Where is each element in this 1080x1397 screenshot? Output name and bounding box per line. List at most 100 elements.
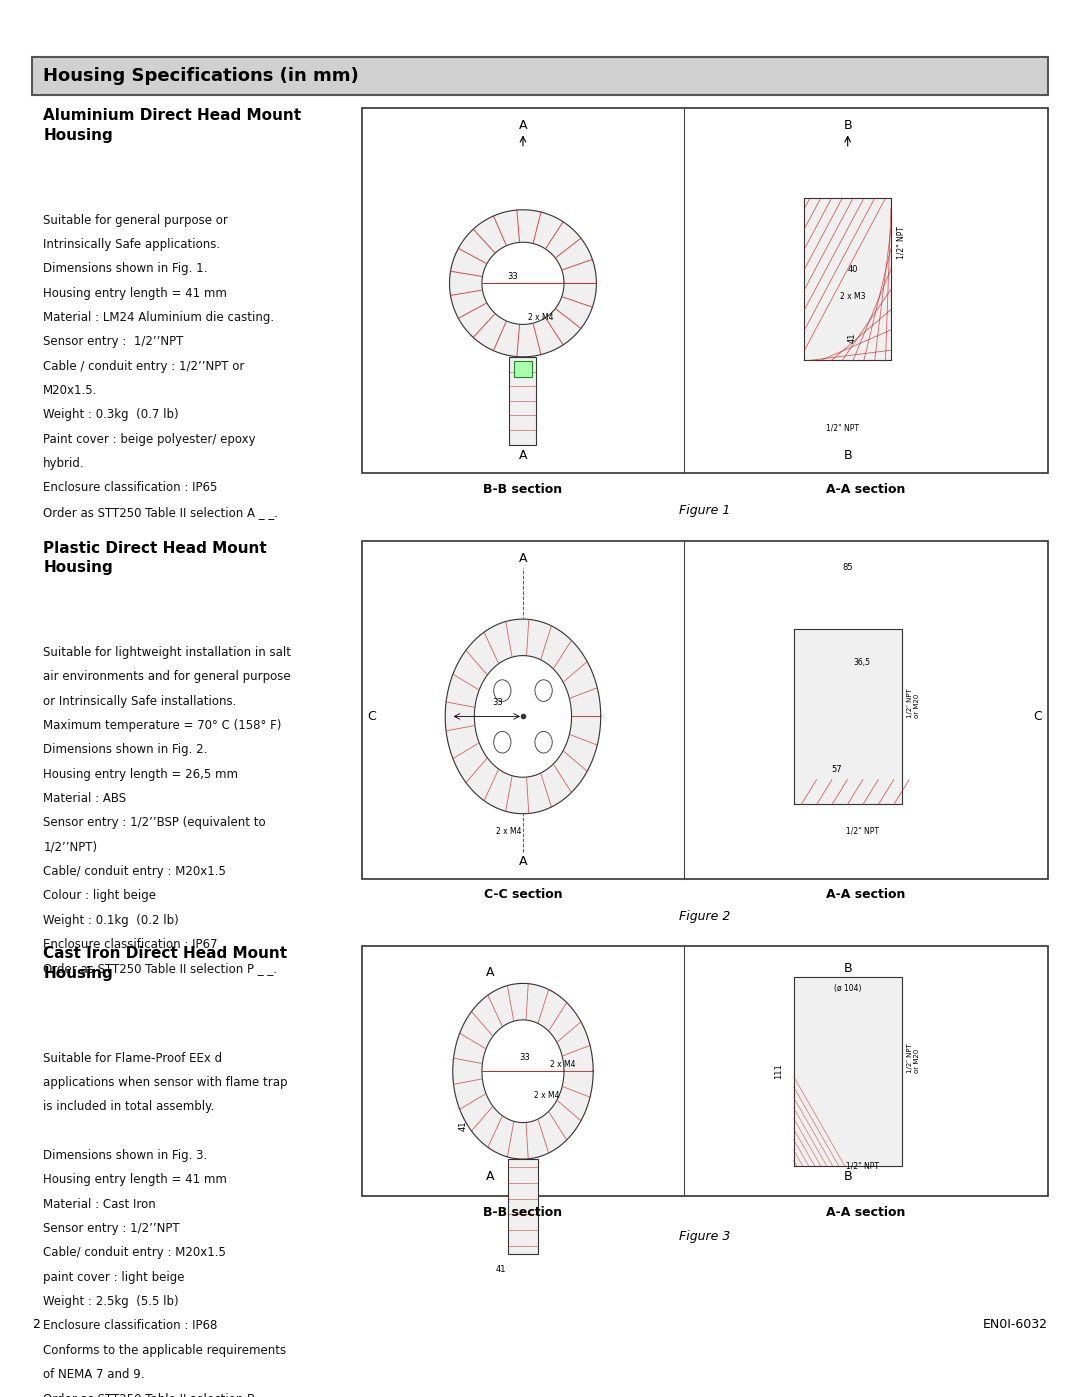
Text: 2: 2: [32, 1319, 40, 1331]
Text: 111: 111: [774, 1063, 783, 1078]
Text: Plastic Direct Head Mount
Housing: Plastic Direct Head Mount Housing: [43, 541, 267, 576]
Text: Figure 2: Figure 2: [679, 909, 730, 922]
Text: A: A: [486, 1169, 495, 1183]
Text: 36,5: 36,5: [853, 658, 870, 666]
Text: 2 x M4: 2 x M4: [550, 1060, 576, 1069]
FancyBboxPatch shape: [362, 946, 1048, 1196]
Text: Order as STT250 Table II selection A _ _.: Order as STT250 Table II selection A _ _…: [43, 506, 279, 518]
Text: Conforms to the applicable requirements: Conforms to the applicable requirements: [43, 1344, 286, 1356]
Text: Material : ABS: Material : ABS: [43, 792, 126, 805]
Polygon shape: [449, 210, 596, 356]
Polygon shape: [482, 1020, 564, 1123]
Text: M20x1.5.: M20x1.5.: [43, 384, 97, 397]
Text: Figure 3: Figure 3: [679, 1231, 730, 1243]
Text: 33: 33: [492, 698, 503, 707]
Text: is included in total assembly.: is included in total assembly.: [43, 1101, 215, 1113]
Text: 2 x M4: 2 x M4: [534, 1091, 559, 1099]
Text: B: B: [843, 1169, 852, 1183]
Polygon shape: [805, 198, 891, 360]
Text: C: C: [1034, 710, 1042, 722]
Text: 1/2″ NPT
or M20: 1/2″ NPT or M20: [907, 1042, 920, 1073]
Text: EN0I-6032: EN0I-6032: [983, 1319, 1048, 1331]
Text: A: A: [486, 967, 495, 979]
Text: B: B: [843, 963, 852, 975]
Text: applications when sensor with flame trap: applications when sensor with flame trap: [43, 1076, 287, 1090]
Text: Paint cover : beige polyester/ epoxy: Paint cover : beige polyester/ epoxy: [43, 433, 256, 446]
Text: paint cover : light beige: paint cover : light beige: [43, 1271, 185, 1284]
Text: 33: 33: [519, 1053, 530, 1062]
Polygon shape: [482, 242, 564, 324]
Text: Sensor entry : 1/2’’BSP (equivalent to: Sensor entry : 1/2’’BSP (equivalent to: [43, 816, 266, 830]
Text: 41: 41: [848, 332, 856, 342]
Polygon shape: [474, 655, 571, 777]
Text: or Intrinsically Safe installations.: or Intrinsically Safe installations.: [43, 694, 237, 708]
Text: Figure 1: Figure 1: [679, 504, 730, 517]
Text: Cable/ conduit entry : M20x1.5: Cable/ conduit entry : M20x1.5: [43, 1246, 226, 1259]
Text: Cable/ conduit entry : M20x1.5: Cable/ conduit entry : M20x1.5: [43, 865, 226, 879]
FancyBboxPatch shape: [362, 541, 1048, 879]
Text: Colour : light beige: Colour : light beige: [43, 890, 157, 902]
Text: 1/2" NPT: 1/2" NPT: [846, 1161, 878, 1171]
Text: Suitable for general purpose or: Suitable for general purpose or: [43, 214, 228, 226]
Text: Weight : 2.5kg  (5.5 lb): Weight : 2.5kg (5.5 lb): [43, 1295, 179, 1308]
Text: of NEMA 7 and 9.: of NEMA 7 and 9.: [43, 1368, 145, 1382]
Text: Order as STT250 Table II selection P _ _.: Order as STT250 Table II selection P _ _…: [43, 963, 278, 975]
Text: 2 x M4: 2 x M4: [496, 827, 522, 837]
Text: C: C: [367, 710, 376, 722]
Text: 2 x M3: 2 x M3: [840, 292, 866, 302]
Text: A: A: [518, 450, 527, 462]
Text: A: A: [518, 119, 527, 131]
Text: Enclosure classification : IP65: Enclosure classification : IP65: [43, 481, 217, 495]
Bar: [514, 360, 531, 377]
Text: 40: 40: [848, 265, 859, 274]
Text: 2 x M4: 2 x M4: [528, 313, 554, 321]
Text: A-A section: A-A section: [826, 1206, 905, 1218]
Text: Suitable for lightweight installation in salt: Suitable for lightweight installation in…: [43, 647, 292, 659]
Text: B: B: [843, 119, 852, 131]
Text: 1/2’’NPT): 1/2’’NPT): [43, 841, 97, 854]
Text: Aluminium Direct Head Mount
Housing: Aluminium Direct Head Mount Housing: [43, 108, 301, 142]
Text: Maximum temperature = 70° C (158° F): Maximum temperature = 70° C (158° F): [43, 719, 282, 732]
Text: B: B: [843, 450, 852, 462]
Text: A-A section: A-A section: [826, 482, 905, 496]
Text: Intrinsically Safe applications.: Intrinsically Safe applications.: [43, 237, 220, 251]
Text: Dimensions shown in Fig. 1.: Dimensions shown in Fig. 1.: [43, 263, 207, 275]
Text: Sensor entry : 1/2’’NPT: Sensor entry : 1/2’’NPT: [43, 1222, 180, 1235]
Text: Material : LM24 Aluminium die casting.: Material : LM24 Aluminium die casting.: [43, 312, 274, 324]
Text: Weight : 0.3kg  (0.7 lb): Weight : 0.3kg (0.7 lb): [43, 408, 179, 422]
FancyBboxPatch shape: [32, 57, 1048, 95]
Text: hybrid.: hybrid.: [43, 457, 85, 469]
Text: 1/2" NPT: 1/2" NPT: [846, 827, 878, 835]
Text: Dimensions shown in Fig. 3.: Dimensions shown in Fig. 3.: [43, 1148, 207, 1162]
Text: Dimensions shown in Fig. 2.: Dimensions shown in Fig. 2.: [43, 743, 207, 756]
Text: B-B section: B-B section: [484, 482, 563, 496]
Text: Enclosure classification : IP67: Enclosure classification : IP67: [43, 939, 218, 951]
Text: Suitable for Flame-Proof EEx d: Suitable for Flame-Proof EEx d: [43, 1052, 222, 1065]
Polygon shape: [445, 619, 600, 813]
Text: 41: 41: [496, 1264, 507, 1274]
Text: C-C section: C-C section: [484, 888, 563, 901]
Text: (ø 104): (ø 104): [834, 983, 862, 993]
Text: Housing Specifications (in mm): Housing Specifications (in mm): [43, 67, 359, 85]
Polygon shape: [794, 977, 902, 1166]
Polygon shape: [453, 983, 593, 1160]
Bar: [510, 356, 537, 444]
Text: 1/2" NPT: 1/2" NPT: [896, 226, 905, 260]
FancyBboxPatch shape: [362, 108, 1048, 474]
Text: 1/2" NPT: 1/2" NPT: [826, 423, 859, 433]
Text: B-B section: B-B section: [484, 1206, 563, 1218]
Text: air environments and for general purpose: air environments and for general purpose: [43, 671, 291, 683]
Text: Order as STT250 Table II selection B _ _.: Order as STT250 Table II selection B _ _…: [43, 1393, 279, 1397]
Text: 57: 57: [832, 764, 842, 774]
Text: Weight : 0.1kg  (0.2 lb): Weight : 0.1kg (0.2 lb): [43, 914, 179, 926]
Text: Sensor entry :  1/2’’NPT: Sensor entry : 1/2’’NPT: [43, 335, 184, 348]
Text: Cast Iron Direct Head Mount
Housing: Cast Iron Direct Head Mount Housing: [43, 946, 287, 981]
Text: Housing entry length = 26,5 mm: Housing entry length = 26,5 mm: [43, 768, 239, 781]
Text: A-A section: A-A section: [826, 888, 905, 901]
Text: Housing entry length = 41 mm: Housing entry length = 41 mm: [43, 286, 227, 299]
Text: 1/2″ NPT
or M20: 1/2″ NPT or M20: [907, 689, 920, 718]
Text: Housing entry length = 41 mm: Housing entry length = 41 mm: [43, 1173, 227, 1186]
Text: Enclosure classification : IP68: Enclosure classification : IP68: [43, 1319, 217, 1333]
Bar: [508, 1160, 538, 1253]
Polygon shape: [794, 629, 902, 805]
